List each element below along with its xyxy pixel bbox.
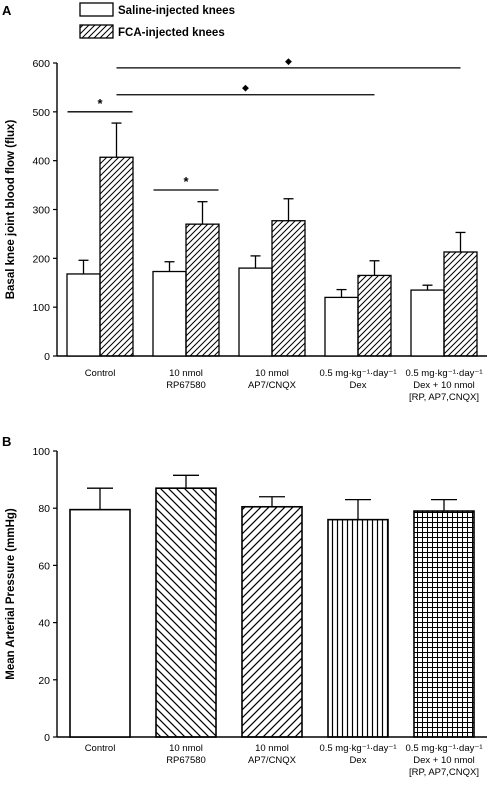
legend-label: Saline-injected knees (118, 5, 235, 17)
bar-saline (324, 296, 359, 357)
significance-marker: ◆ (285, 56, 292, 66)
legend-swatch (79, 2, 114, 17)
x-category-label: 10 nmol RP67580 (166, 743, 206, 766)
x-category-label: 0.5 mg·kg⁻¹·day⁻¹ Dex (319, 368, 396, 391)
panel-a-y-axis-title: Basal knee joint blood flow (flux) (5, 120, 17, 300)
bar-fca (443, 251, 478, 357)
y-tick-label: 0 (44, 351, 50, 363)
bar-fca (271, 220, 306, 357)
bar-fca (357, 274, 392, 357)
y-tick-label: 20 (38, 675, 50, 687)
y-tick-label: 0 (44, 732, 50, 744)
bar (327, 518, 389, 738)
x-category-label: 10 nmol AP7/CNQX (248, 743, 297, 766)
y-tick-label: 80 (38, 503, 50, 515)
panel-a-chart: A Saline-injected knees FCA-injected knee… (2, 2, 487, 403)
x-category-label: 0.5 mg·kg⁻¹·day⁻¹ Dex (319, 743, 396, 766)
y-tick-label: 60 (38, 560, 50, 572)
y-tick-label: 400 (32, 156, 50, 168)
y-tick-label: 100 (32, 302, 50, 314)
legend-label: FCA-injected knees (118, 27, 225, 39)
bar (69, 508, 131, 738)
legend: Saline-injected knees FCA-injected knees (79, 2, 235, 39)
panel-a-letter: A (2, 3, 12, 18)
significance-marker: * (97, 96, 103, 111)
bar (241, 505, 303, 738)
x-category-label: Control (85, 368, 116, 379)
y-tick-label: 40 (38, 618, 50, 630)
bar-saline (152, 270, 187, 357)
bar-saline (66, 273, 101, 357)
panel-b-y-axis-title: Mean Arterial Pressure (mmHg) (5, 508, 17, 680)
significance-marker: ◆ (242, 83, 249, 93)
x-category-label: Control (85, 743, 116, 754)
x-category-label: 0.5 mg·kg⁻¹·day⁻¹ Dex + 10 nmol [RP, AP7,C… (405, 368, 482, 403)
x-category-label: 10 nmol AP7/CNQX (248, 368, 297, 391)
y-tick-label: 100 (32, 446, 50, 458)
panel-b-chart: B Mean Arterial Pressure (mmHg) 0 20 40 60 8… (2, 434, 487, 778)
bar (413, 510, 475, 738)
bar-saline (238, 267, 273, 357)
bar-fca (99, 156, 134, 357)
y-tick-label: 300 (32, 205, 50, 217)
x-category-label: 10 nmol RP67580 (166, 368, 206, 391)
y-tick-label: 500 (32, 107, 50, 119)
bar-saline (410, 289, 445, 357)
panel-b-letter: B (2, 434, 11, 449)
bar-fca (185, 223, 220, 357)
bar (155, 487, 217, 738)
significance-marker: * (183, 174, 189, 189)
y-tick-label: 600 (32, 58, 50, 70)
legend-swatch (79, 24, 114, 39)
x-category-label: 0.5 mg·kg⁻¹·day⁻¹ Dex + 10 nmol [RP, AP7,C… (405, 743, 482, 778)
y-tick-label: 200 (32, 253, 50, 265)
